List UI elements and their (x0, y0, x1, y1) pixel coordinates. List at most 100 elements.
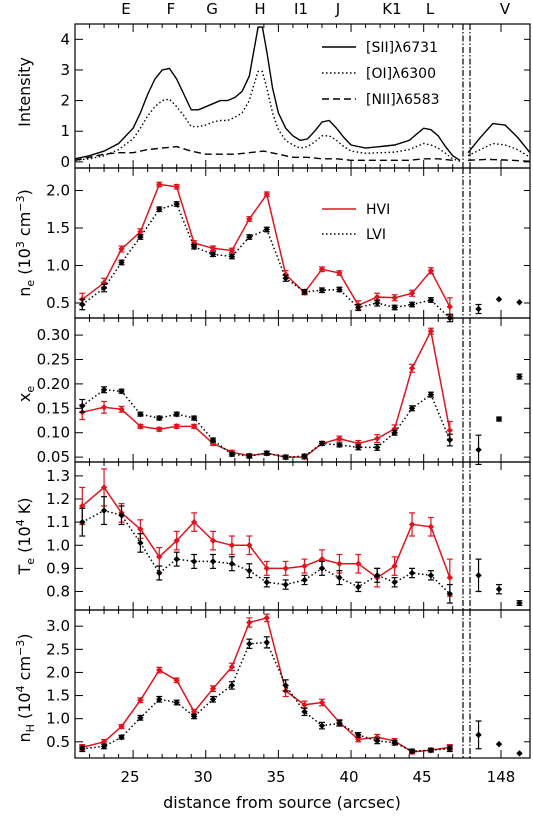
data-point (246, 215, 253, 223)
data-point (301, 576, 308, 584)
ylabel-nh: nH (104 cm−3) (14, 633, 37, 742)
data-point (79, 502, 86, 510)
y-tick-label: 0.15 (37, 399, 70, 417)
data-point (408, 405, 416, 412)
data-point (156, 414, 163, 422)
panel-frame (74, 167, 531, 319)
data-point (263, 191, 270, 198)
data-point (475, 572, 482, 579)
data-point (516, 373, 523, 380)
data-point (263, 450, 270, 457)
y-tick-label: 0.5 (46, 733, 70, 751)
data-point (336, 441, 343, 449)
data-point (446, 745, 454, 752)
legend-hvi-label: HVI (366, 202, 390, 218)
data-point (336, 720, 343, 727)
y-tick-label: 2.5 (46, 640, 70, 658)
x-axis: 25 30 35 40 45 148 distance from source … (120, 768, 515, 812)
data-point (190, 243, 198, 250)
top-label-v: V (500, 0, 511, 18)
data-point (391, 294, 398, 301)
data-point (228, 253, 236, 260)
y-tick-label: 0.9 (46, 559, 70, 577)
data-point (173, 200, 180, 208)
data-point (173, 423, 180, 430)
data-point (373, 293, 381, 301)
data-point (318, 266, 326, 273)
y-tick-label: 0.5 (46, 294, 70, 312)
y-tick-label: 3 (60, 61, 70, 79)
data-point (156, 426, 163, 433)
data-point (79, 518, 86, 526)
data-point (355, 560, 362, 567)
y-tick-label: 0.20 (37, 375, 70, 393)
data-point (408, 365, 416, 372)
y-tick-label: 2 (60, 92, 70, 110)
data-point (495, 415, 503, 423)
data-point (100, 386, 108, 393)
data-point (209, 245, 217, 252)
legend-nii-label: [NII]λ6583 (366, 92, 440, 108)
data-point (373, 733, 381, 741)
data-point (118, 406, 125, 413)
y-tick-label: 1.5 (46, 219, 70, 237)
data-point (156, 696, 163, 703)
data-point (301, 708, 308, 715)
data-point (446, 436, 454, 444)
data-point (137, 714, 144, 721)
data-point (190, 708, 198, 715)
data-point (209, 251, 217, 258)
data-point (118, 511, 125, 519)
y-tick-label: 1.0 (46, 257, 70, 275)
top-label-j: J (335, 0, 340, 18)
data-point (495, 740, 503, 748)
panel-nh: 0.5 1.0 1.5 2.0 2.5 3.0 (46, 609, 531, 759)
series-line (74, 145, 453, 162)
data-point (408, 521, 416, 528)
data-point (355, 731, 362, 739)
top-label-i1: I1 (294, 0, 308, 18)
data-point (190, 518, 198, 526)
y-tick-label: 0.10 (37, 424, 70, 442)
data-point (355, 583, 362, 591)
top-label-f: F (167, 0, 176, 18)
y-axis-titles: Intensity ne (103 cm−3) xe Te (104 K) nH… (14, 57, 37, 742)
data-point (408, 301, 416, 308)
data-point (446, 590, 454, 598)
data-point (79, 301, 86, 308)
data-point (391, 739, 398, 746)
y-tick-label: 1.5 (46, 687, 70, 705)
data-point (355, 444, 362, 451)
series-line (82, 328, 451, 458)
data-point (336, 435, 343, 442)
top-label-e: E (121, 0, 130, 18)
x-tick-label-40: 40 (339, 768, 358, 786)
x-axis-label: distance from source (arcsec) (163, 793, 401, 812)
data-point (173, 183, 180, 190)
y-tick-label: 0.25 (37, 350, 70, 368)
ylabel-ne: ne (103 cm−3) (14, 189, 37, 297)
panel-frame (74, 23, 531, 169)
data-point (495, 296, 503, 303)
panel-ne: 0.5 1.0 1.5 2.0 (46, 167, 531, 323)
y-tick-label: 2.0 (46, 663, 70, 681)
data-point (301, 562, 308, 570)
data-point (391, 429, 398, 436)
data-point (373, 737, 381, 745)
data-point (173, 537, 180, 544)
legend-oi-label: [OI]λ6300 (366, 66, 436, 82)
data-point (137, 228, 144, 235)
x-tick-label-25: 25 (120, 768, 139, 786)
legend-lvi-label: LVI (366, 227, 386, 243)
panel-frame (74, 609, 531, 759)
series-line (467, 122, 531, 154)
data-point (79, 745, 86, 752)
data-point (156, 569, 163, 577)
data-point (190, 414, 198, 422)
data-point (156, 181, 163, 188)
data-point (137, 410, 144, 418)
data-point (100, 507, 108, 514)
data-point (246, 233, 253, 241)
data-point (373, 435, 381, 442)
data-point (209, 537, 217, 544)
